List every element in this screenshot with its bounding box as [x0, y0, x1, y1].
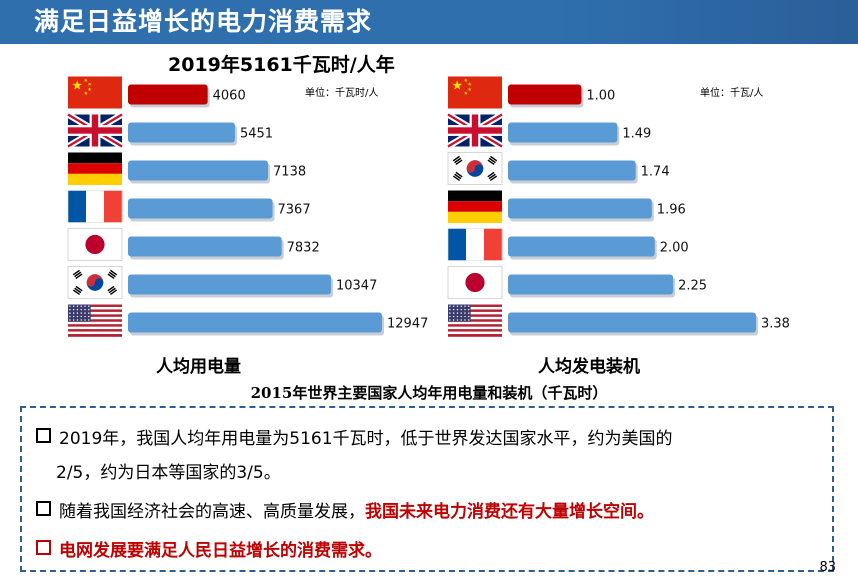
right-value-label-6: 3.38: [761, 317, 790, 332]
us-flag: [448, 304, 502, 337]
right-bar-2: [508, 160, 636, 181]
uk-flag: [66, 111, 124, 150]
kr-flag: [67, 266, 123, 299]
left-bar-3: [128, 198, 273, 219]
right-bar-6: [508, 312, 756, 333]
fr-flag: [67, 190, 123, 223]
left-bar-0: [128, 84, 208, 105]
jp-flag: [67, 228, 123, 261]
right-chart-title: 人均发电装机: [538, 357, 640, 377]
page-number: 83: [819, 560, 836, 575]
right-bar-5: [508, 274, 674, 295]
us-flag: [68, 304, 122, 337]
left-bar-5: [128, 274, 331, 295]
left-bar-1: [128, 122, 235, 143]
left-value-label-0: 4060: [213, 89, 246, 104]
cn-flag: [448, 76, 502, 109]
right-value-label-2: 1.74: [641, 165, 670, 180]
left-value-label-1: 5451: [240, 127, 273, 142]
right-value-label-5: 2.25: [678, 279, 707, 294]
chart-caption: 2015年世界主要国家人均年用电量和装机（千瓦时）: [250, 384, 608, 402]
left-bar-4: [128, 236, 282, 257]
left-value-label-3: 7367: [278, 203, 311, 218]
header-bar: 满足日益增长的电力消费需求: [0, 0, 858, 44]
kr-flag: [447, 152, 503, 185]
bullet-3-text: 电网发展要满足人民日益增长的消费需求。: [59, 541, 382, 561]
right-bar-1: [508, 122, 618, 143]
bullet-1-line-1: 2019年，我国人均年用电量为5161千瓦时，低于世界发达国家水平，约为美国的: [36, 424, 673, 449]
bullet-1-text: 2019年，我国人均年用电量为5161千瓦时，低于世界发达国家水平，约为美国的: [59, 429, 673, 449]
bullet-2-text: 随着我国经济社会的高速、高质量发展，: [59, 502, 365, 522]
bullet-3: 电网发展要满足人民日益增长的消费需求。: [36, 536, 382, 561]
left-value-label-4: 7832: [287, 241, 320, 256]
checkbox-icon: [36, 501, 51, 516]
bullet-2: 随着我国经济社会的高速、高质量发展，我国未来电力消费还有大量增长空间。: [36, 497, 654, 522]
checkbox-icon: [36, 428, 51, 443]
jp-flag: [447, 266, 503, 299]
right-bar-4: [508, 236, 655, 257]
bullet-1-line-2: 2/5，约为日本等国家的3/5。: [56, 463, 281, 483]
right-bar-0: [508, 84, 582, 105]
fr-flag: [447, 228, 503, 261]
page-title: 满足日益增长的电力消费需求: [34, 7, 373, 36]
headline: 2019年5161千瓦时/人年: [168, 54, 395, 76]
charts-canvas: 4060 5451 7138 7367 7832 10347 12947 1.00 1.49 1.…: [66, 76, 790, 337]
right-bar-3: [508, 198, 652, 219]
uk-flag: [446, 111, 504, 150]
left-chart-title: 人均用电量: [156, 357, 241, 377]
cn-flag: [68, 76, 122, 109]
left-value-label-2: 7138: [273, 165, 306, 180]
checkbox-icon: [36, 540, 51, 555]
de-flag: [448, 190, 502, 223]
right-value-label-1: 1.49: [622, 127, 651, 142]
right-value-label-3: 1.96: [657, 203, 686, 218]
de-flag: [68, 152, 122, 185]
right-value-label-0: 1.00: [586, 89, 615, 104]
right-unit-label: 单位：千瓦/人: [700, 88, 764, 99]
left-value-label-6: 12947: [387, 317, 428, 332]
bullet-2-highlight: 我国未来电力消费还有大量增长空间。: [365, 502, 654, 522]
left-unit-label: 单位：千瓦时/人: [305, 88, 379, 99]
right-value-label-4: 2.00: [660, 241, 689, 256]
summary-box: [20, 406, 834, 572]
left-value-label-5: 10347: [336, 279, 377, 294]
left-bar-2: [128, 160, 269, 181]
left-bar-6: [128, 312, 382, 333]
header-shade: [558, 0, 858, 44]
